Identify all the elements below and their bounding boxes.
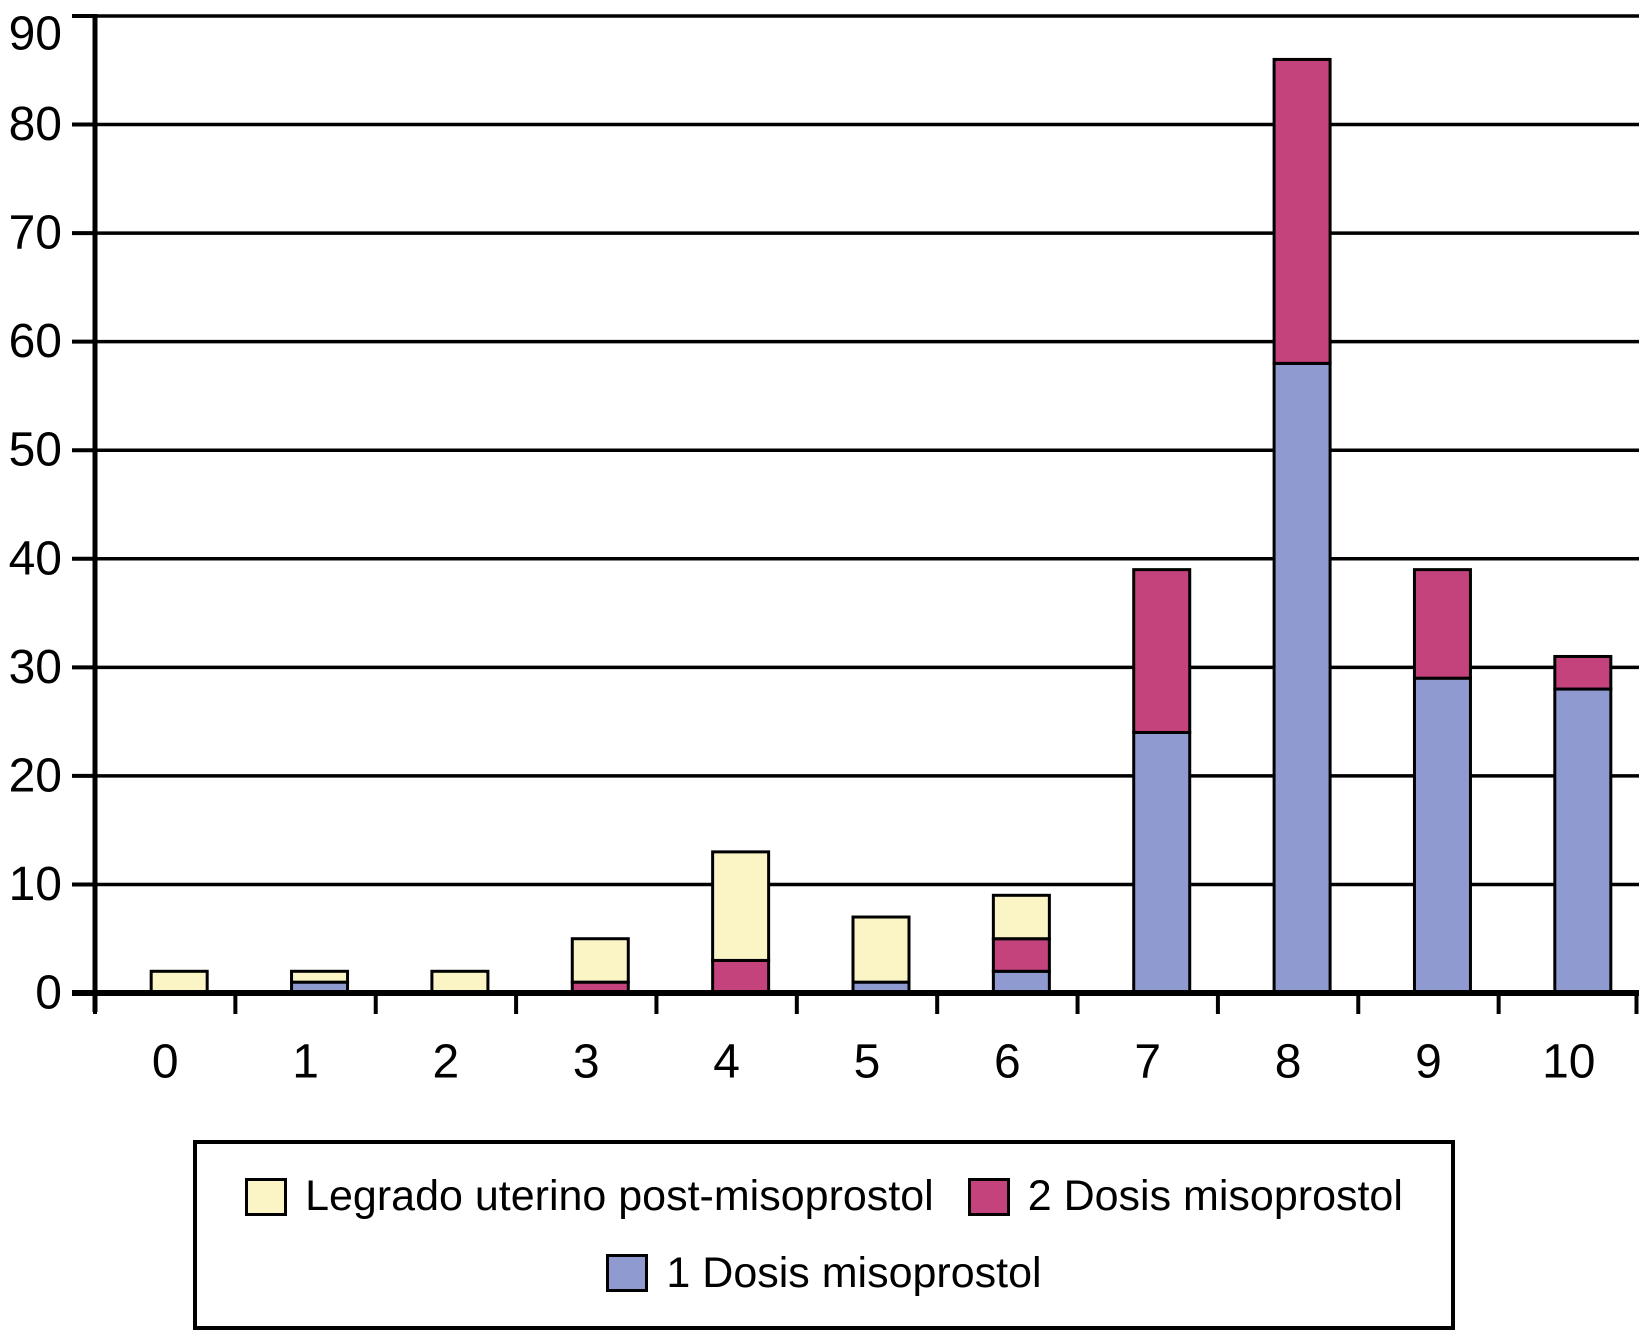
y-tick-label-10: 10 [9, 858, 62, 911]
legend-label-2-dosis: 2 Dosis misoprostol [1027, 1172, 1403, 1221]
legend-row-1: Legrado uterino post-misoprostol 2 Dosis… [245, 1172, 1403, 1221]
y-tick-label-0: 0 [35, 967, 62, 1020]
x-tick-label-3: 3 [573, 1036, 600, 1089]
x-tick-label-8: 8 [1275, 1036, 1302, 1089]
bar-5-segment-legrado-uterino-post-misoprostol [851, 915, 911, 984]
legend-item-2-dosis: 2 Dosis misoprostol [967, 1172, 1403, 1221]
y-tick-label-40: 40 [9, 532, 62, 585]
y-tick-label-80: 80 [9, 98, 62, 151]
bar-0-segment-legrado-uterino-post-misoprostol [149, 969, 209, 995]
bar-6-segment-legrado-uterino-post-misoprostol [991, 893, 1051, 941]
legend-swatch-legrado-icon [245, 1177, 288, 1216]
x-tick-label-4: 4 [713, 1036, 740, 1089]
bar-10-segment-1-dosis-misoprostol [1553, 687, 1613, 995]
legend-label-1-dosis: 1 Dosis misoprostol [666, 1248, 1042, 1297]
x-tick-label-9: 9 [1415, 1036, 1442, 1089]
x-tick-label-6: 6 [994, 1036, 1021, 1089]
x-tick-label-10: 10 [1542, 1036, 1595, 1089]
bar-10-segment-2-dosis-misoprostol [1553, 654, 1613, 691]
y-tick-label-60: 60 [9, 315, 62, 368]
bar-9-segment-2-dosis-misoprostol [1412, 568, 1472, 680]
legend-item-1-dosis: 1 Dosis misoprostol [606, 1248, 1042, 1297]
legend-swatch-1-dosis-icon [606, 1254, 649, 1293]
bar-6-segment-2-dosis-misoprostol [991, 937, 1051, 973]
bar-4-segment-2-dosis-misoprostol [711, 958, 771, 995]
bar-6-segment-1-dosis-misoprostol [991, 969, 1051, 995]
x-tick-label-0: 0 [152, 1036, 179, 1089]
bar-4-segment-legrado-uterino-post-misoprostol [711, 850, 771, 962]
legend-row-2: 1 Dosis misoprostol [606, 1248, 1042, 1297]
bar-9-segment-1-dosis-misoprostol [1412, 676, 1472, 995]
bar-8-segment-2-dosis-misoprostol [1272, 57, 1332, 365]
bar-1-segment-legrado-uterino-post-misoprostol [290, 969, 350, 984]
y-tick-label-90: 90 [9, 8, 62, 61]
bar-8-segment-1-dosis-misoprostol [1272, 361, 1332, 995]
bar-3-segment-legrado-uterino-post-misoprostol [570, 937, 630, 984]
legend-label-legrado: Legrado uterino post-misoprostol [305, 1172, 934, 1221]
x-tick-label-1: 1 [292, 1036, 319, 1089]
x-tick-label-2: 2 [433, 1036, 460, 1089]
bar-2-segment-legrado-uterino-post-misoprostol [430, 969, 490, 995]
legend: Legrado uterino post-misoprostol 2 Dosis… [193, 1140, 1455, 1330]
y-tick-label-70: 70 [9, 207, 62, 260]
y-tick-label-30: 30 [9, 641, 62, 694]
y-tick-label-20: 20 [9, 749, 62, 802]
bar-7-segment-2-dosis-misoprostol [1132, 568, 1192, 734]
legend-swatch-2-dosis-icon [967, 1177, 1010, 1216]
bar-7-segment-1-dosis-misoprostol [1132, 730, 1192, 995]
legend-item-legrado: Legrado uterino post-misoprostol [245, 1172, 934, 1221]
y-tick-label-50: 50 [9, 424, 62, 477]
x-tick-label-5: 5 [854, 1036, 881, 1089]
x-tick-label-7: 7 [1134, 1036, 1161, 1089]
